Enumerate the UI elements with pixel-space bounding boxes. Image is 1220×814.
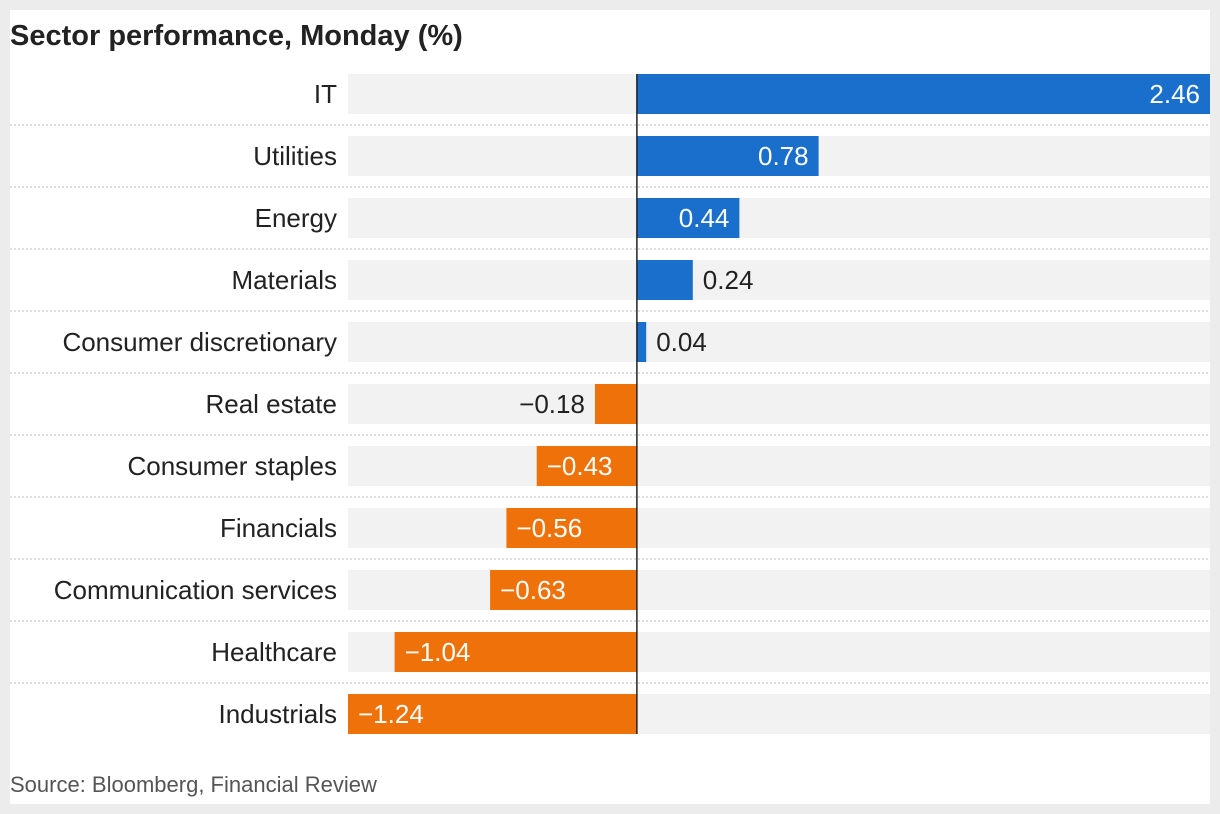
bar-positive (636, 260, 693, 300)
category-label: IT (314, 79, 337, 109)
bar-negative (594, 384, 637, 424)
category-label: Financials (220, 513, 337, 543)
source-note: Source: Bloomberg, Financial Review (10, 772, 377, 797)
category-label: Consumer discretionary (62, 327, 337, 357)
value-label: 0.24 (703, 265, 754, 295)
bar-track (348, 570, 1210, 610)
value-label: 0.44 (679, 203, 730, 233)
bar-track (348, 198, 1210, 238)
bar-track (348, 446, 1210, 486)
value-label: −1.04 (405, 637, 471, 667)
bar-negative (536, 446, 637, 486)
bar-track (348, 508, 1210, 548)
category-label: Utilities (253, 141, 337, 171)
bar-chart: IT 2.46 Utilities 0.78 Energy 0.44 Materials 0.… (10, 74, 1210, 734)
bar-positive (636, 198, 740, 238)
bar-track (348, 322, 1210, 362)
category-label: Real estate (205, 389, 337, 419)
category-label: Communication services (54, 575, 337, 605)
value-label: −0.56 (516, 513, 582, 543)
bar-negative (394, 632, 637, 672)
value-label: 0.78 (758, 141, 809, 171)
category-label: Healthcare (211, 637, 337, 667)
bar-track (348, 260, 1210, 300)
value-label: −0.18 (519, 389, 585, 419)
bar-negative (348, 694, 637, 734)
chart-card: Sector performance, Monday (%) IT 2.46 Uti… (10, 10, 1210, 804)
chart-title: Sector performance, Monday (%) (10, 20, 463, 52)
bar-negative (506, 508, 637, 548)
bar-positive (636, 136, 819, 176)
value-label: −0.43 (547, 451, 613, 481)
bar-positive (636, 322, 647, 362)
category-label: Materials (232, 265, 337, 295)
value-label: −1.24 (358, 699, 424, 729)
bar-track (348, 384, 1210, 424)
category-label: Industrials (219, 699, 338, 729)
bar-negative (490, 570, 637, 610)
category-label: Consumer staples (127, 451, 337, 481)
category-label: Energy (255, 203, 337, 233)
bar-positive (636, 74, 1210, 114)
value-label: 0.04 (656, 327, 707, 357)
value-label: −0.63 (500, 575, 566, 605)
value-label: 2.46 (1149, 79, 1200, 109)
